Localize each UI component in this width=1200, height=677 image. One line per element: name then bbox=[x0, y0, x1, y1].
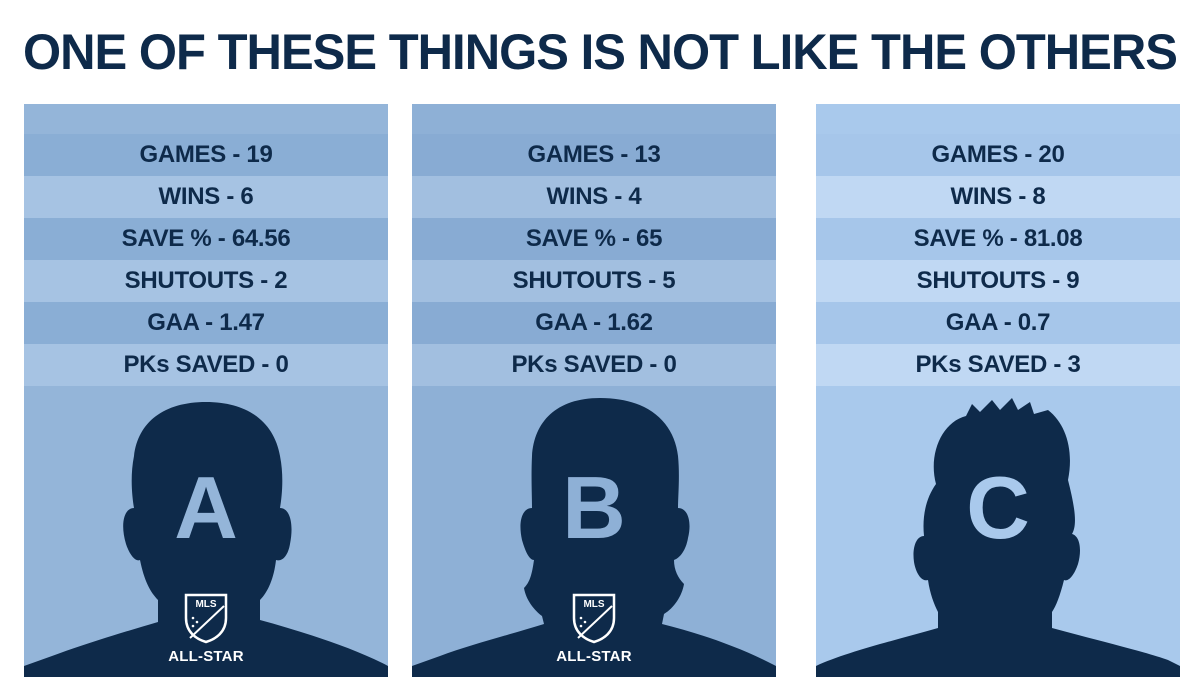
stat-pks-saved: PKs SAVED - 0 bbox=[24, 344, 388, 386]
stat-save-pct: SAVE % - 81.08 bbox=[816, 218, 1180, 260]
silhouette-a bbox=[24, 402, 388, 677]
stat-save-pct: SAVE % - 64.56 bbox=[24, 218, 388, 260]
stats-list-c: GAMES - 20 WINS - 8 SAVE % - 81.08 SHUTO… bbox=[816, 134, 1180, 386]
player-letter-b: B bbox=[562, 458, 626, 557]
stat-games: GAMES - 13 bbox=[412, 134, 776, 176]
stat-gaa: GAA - 0.7 bbox=[816, 302, 1180, 344]
all-star-label: ALL-STAR bbox=[556, 648, 632, 665]
stat-wins: WINS - 6 bbox=[24, 176, 388, 218]
player-panel-b: GAMES - 13 WINS - 4 SAVE % - 65 SHUTOUTS… bbox=[412, 104, 776, 677]
stat-games: GAMES - 20 bbox=[816, 134, 1180, 176]
stats-list-a: GAMES - 19 WINS - 6 SAVE % - 64.56 SHUTO… bbox=[24, 134, 388, 386]
stat-save-pct: SAVE % - 65 bbox=[412, 218, 776, 260]
mls-logo-text: MLS bbox=[195, 599, 216, 610]
all-star-badge-a: MLS ALL-STAR bbox=[24, 592, 388, 665]
stat-shutouts: SHUTOUTS - 9 bbox=[816, 260, 1180, 302]
silhouette-b bbox=[412, 398, 776, 677]
all-star-label: ALL-STAR bbox=[168, 648, 244, 665]
player-panel-a: GAMES - 19 WINS - 6 SAVE % - 64.56 SHUTO… bbox=[24, 104, 388, 677]
headline: ONE OF THESE THINGS IS NOT LIKE THE OTHE… bbox=[23, 24, 1178, 80]
stat-games: GAMES - 19 bbox=[24, 134, 388, 176]
player-panel-c: GAMES - 20 WINS - 8 SAVE % - 81.08 SHUTO… bbox=[816, 104, 1180, 677]
mls-shield-icon: MLS bbox=[184, 593, 228, 644]
silhouette-c bbox=[816, 398, 1180, 677]
player-letter-c: C bbox=[966, 458, 1030, 557]
all-star-badge-b: MLS ALL-STAR bbox=[412, 592, 776, 665]
stat-wins: WINS - 4 bbox=[412, 176, 776, 218]
stat-gaa: GAA - 1.62 bbox=[412, 302, 776, 344]
mls-logo-text: MLS bbox=[583, 599, 604, 610]
stat-wins: WINS - 8 bbox=[816, 176, 1180, 218]
stat-pks-saved: PKs SAVED - 0 bbox=[412, 344, 776, 386]
stat-shutouts: SHUTOUTS - 2 bbox=[24, 260, 388, 302]
stat-shutouts: SHUTOUTS - 5 bbox=[412, 260, 776, 302]
stat-pks-saved: PKs SAVED - 3 bbox=[816, 344, 1180, 386]
stat-gaa: GAA - 1.47 bbox=[24, 302, 388, 344]
mls-shield-icon: MLS bbox=[572, 593, 616, 644]
player-letter-a: A bbox=[174, 458, 238, 557]
stats-list-b: GAMES - 13 WINS - 4 SAVE % - 65 SHUTOUTS… bbox=[412, 134, 776, 386]
